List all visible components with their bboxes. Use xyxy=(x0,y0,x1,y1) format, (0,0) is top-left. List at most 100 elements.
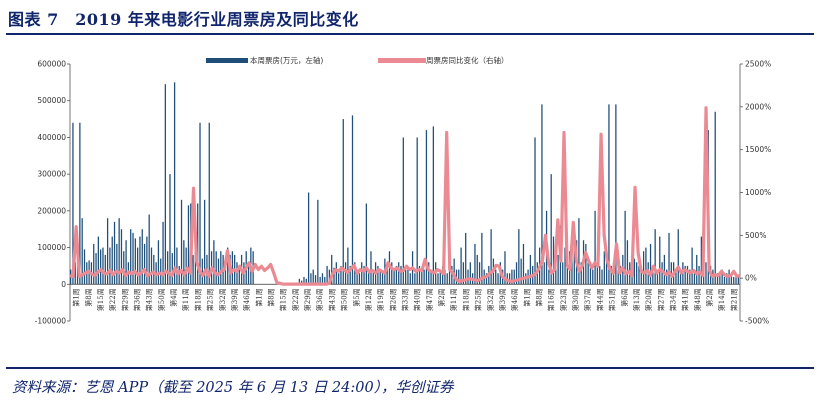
bar xyxy=(160,258,162,285)
bar xyxy=(448,262,451,285)
bar xyxy=(578,218,580,285)
bar xyxy=(148,214,150,285)
x-tick-label: 第2周 xyxy=(705,288,714,306)
bar xyxy=(642,251,645,285)
x-tick-label: 第50周 xyxy=(157,288,166,311)
x-tick-label: 第22周 xyxy=(108,288,117,311)
bar xyxy=(587,262,589,285)
bar xyxy=(585,243,587,285)
bar xyxy=(592,269,594,285)
bar xyxy=(444,269,446,285)
bar xyxy=(164,84,166,285)
bar xyxy=(102,247,104,285)
bar xyxy=(414,273,416,285)
bar xyxy=(462,262,465,285)
x-tick-label: 第39周 xyxy=(230,288,239,311)
x-tick-label: 第27周 xyxy=(656,288,665,311)
bar xyxy=(719,273,721,285)
bar xyxy=(599,265,601,285)
bar xyxy=(562,262,564,285)
bar xyxy=(354,262,356,285)
left-tick-label: 200000 xyxy=(37,206,66,215)
legend-label-line: 周票房同比变化（右轴） xyxy=(426,55,509,65)
bar xyxy=(645,247,647,285)
x-tick-label: 第15周 xyxy=(96,288,105,311)
right-tick-label: 2000% xyxy=(745,102,771,111)
bar xyxy=(118,218,120,285)
bar xyxy=(74,262,76,285)
right-tick-label: 1000% xyxy=(745,188,771,197)
bar xyxy=(393,269,395,285)
bar xyxy=(735,273,737,285)
bar xyxy=(550,174,552,285)
bar xyxy=(421,269,423,285)
bar xyxy=(305,278,307,285)
bar xyxy=(231,251,233,285)
bar xyxy=(238,265,240,285)
bar xyxy=(428,262,430,285)
bar xyxy=(541,104,543,285)
x-tick-label: 第1周 xyxy=(254,288,263,306)
bar xyxy=(677,229,679,285)
bar xyxy=(317,199,319,285)
bar xyxy=(402,137,404,285)
bar xyxy=(474,243,476,285)
bar xyxy=(213,240,215,285)
x-tick-label: 第46周 xyxy=(242,288,251,311)
title-rule xyxy=(6,33,814,35)
bar xyxy=(425,130,428,285)
x-tick-label: 第41周 xyxy=(681,288,690,311)
x-tick-label: 第5周 xyxy=(352,288,361,306)
bar xyxy=(326,265,328,285)
x-tick-label: 第8周 xyxy=(267,288,276,306)
bar xyxy=(432,126,434,285)
bar xyxy=(636,262,638,285)
x-tick-label: 第51周 xyxy=(608,288,617,311)
bar xyxy=(534,137,536,285)
bar xyxy=(197,203,199,285)
x-tick-label: 第34周 xyxy=(669,288,678,311)
bar xyxy=(606,262,608,285)
bar xyxy=(361,262,363,285)
bar xyxy=(146,236,148,285)
bar xyxy=(201,258,203,285)
bar xyxy=(416,137,418,285)
bar xyxy=(358,273,361,285)
bar xyxy=(356,269,358,285)
x-tick-label: 第32周 xyxy=(486,288,495,311)
x-tick-label: 第18周 xyxy=(193,288,202,311)
bar xyxy=(515,262,518,285)
bar xyxy=(95,253,97,285)
figure-title: 图表 7 2019 年来电影行业周票房及同比变化 xyxy=(8,10,359,29)
bar xyxy=(106,218,109,285)
bar xyxy=(698,265,700,285)
bar xyxy=(395,265,398,285)
bar xyxy=(368,273,370,285)
bar xyxy=(381,273,384,285)
left-tick-label: 400000 xyxy=(37,133,66,142)
bar xyxy=(111,236,113,285)
bar xyxy=(626,240,629,285)
bar xyxy=(141,229,143,285)
right-tick-label: 500% xyxy=(745,231,766,240)
x-tick-label: 第25周 xyxy=(474,288,483,311)
bar xyxy=(603,251,605,285)
bar xyxy=(656,273,659,285)
bar xyxy=(125,240,127,285)
bar xyxy=(465,232,467,285)
left-tick-label: 0 xyxy=(61,280,66,289)
bar xyxy=(204,199,206,285)
bar xyxy=(552,236,555,285)
bar xyxy=(176,247,178,285)
x-axis-ticks: 第1周 第8周 第15周 第22周 第29周 第36周 第43周 第50周 第4周 第11周 第18… xyxy=(72,288,739,311)
x-tick-label: 第43周 xyxy=(327,288,336,311)
bar xyxy=(157,240,160,285)
bar xyxy=(458,269,460,285)
bar xyxy=(689,269,691,285)
bar xyxy=(589,262,592,285)
bar xyxy=(726,273,728,285)
bar xyxy=(370,251,372,285)
x-tick-label: 第8周 xyxy=(535,288,544,306)
x-tick-label: 第29周 xyxy=(303,288,312,311)
x-tick-label: 第22周 xyxy=(291,288,300,311)
